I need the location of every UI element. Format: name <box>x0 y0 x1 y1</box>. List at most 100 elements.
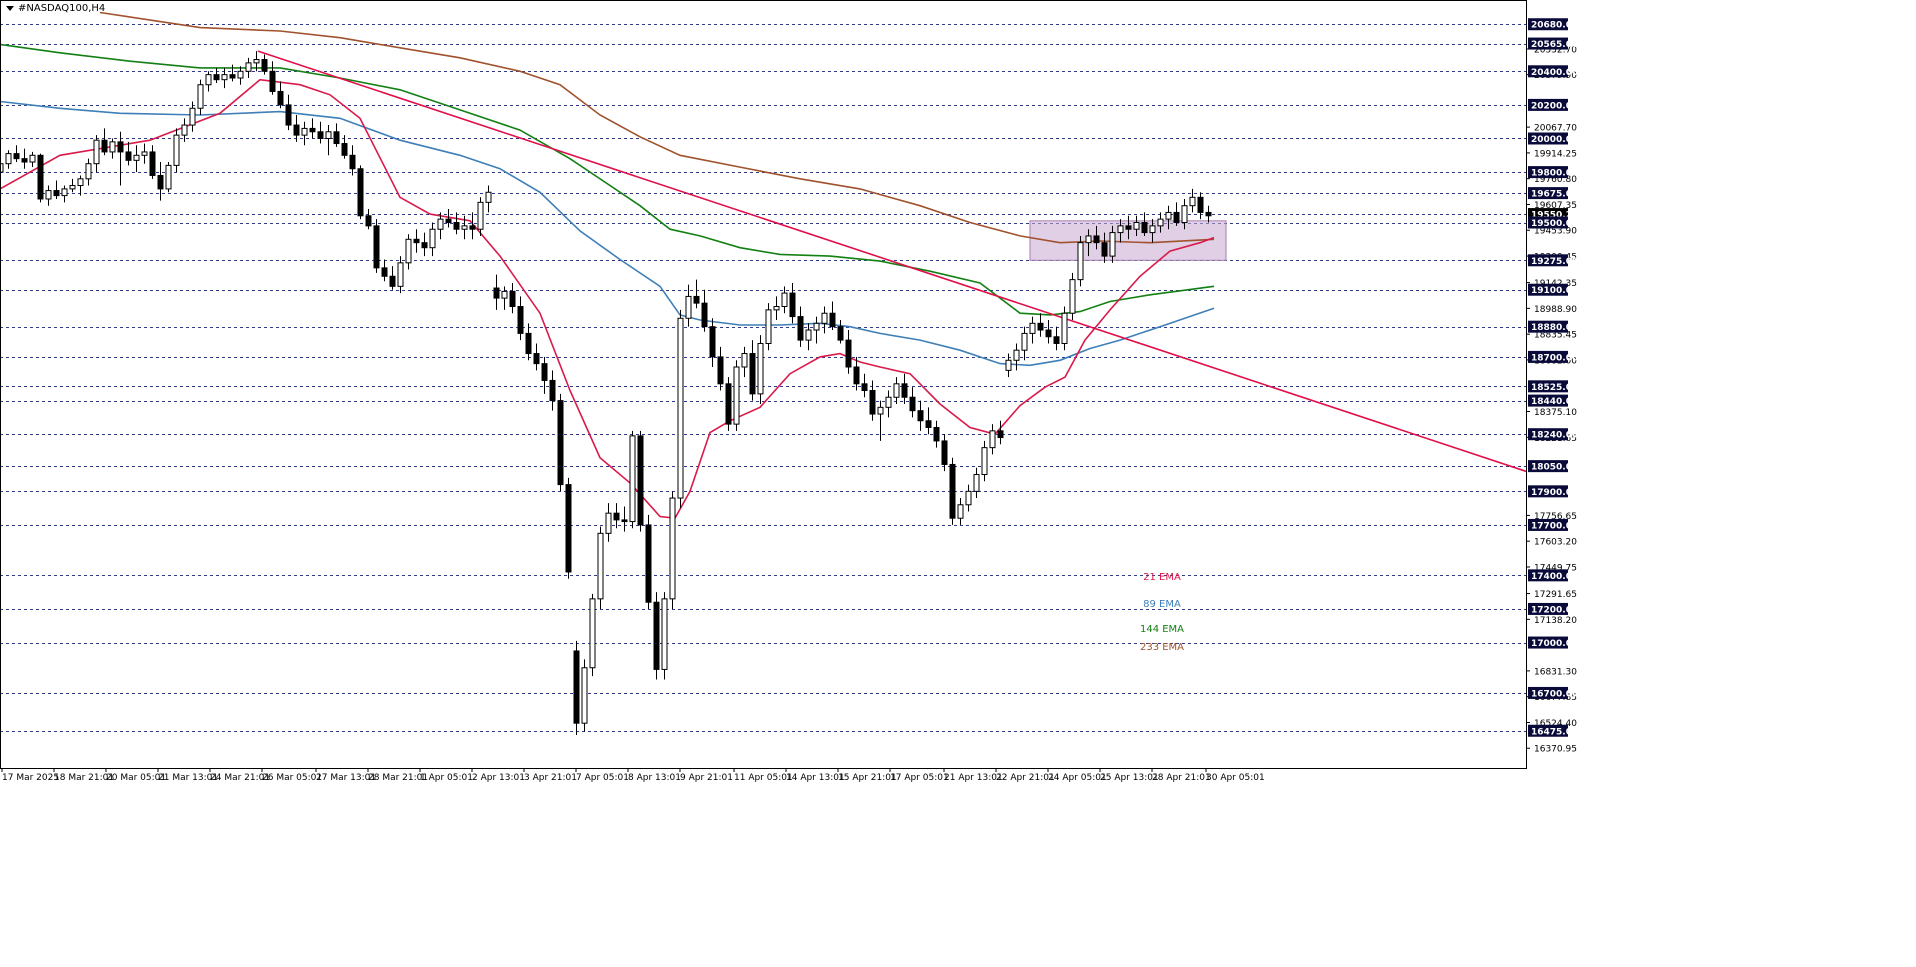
candle <box>413 229 420 253</box>
candle-body-up <box>1021 332 1028 351</box>
price-tick-label: 19914.25 <box>1534 149 1577 159</box>
symbol-title[interactable]: #NASDAQ100,H4 <box>6 3 105 14</box>
candle <box>77 175 84 196</box>
candle-body-up <box>237 70 244 79</box>
candle <box>21 148 28 169</box>
candle <box>397 256 404 294</box>
candle <box>829 301 836 331</box>
level-label-bg <box>1528 428 1568 441</box>
candle <box>1189 188 1196 213</box>
candle-body-down <box>853 366 860 385</box>
level-label-bg <box>1528 602 1568 615</box>
candle-body-down <box>1093 235 1100 244</box>
candle-body-down <box>517 306 524 334</box>
time-tick-label: 18 Mar 21:01 <box>54 773 114 783</box>
candle <box>405 234 412 270</box>
candle-body-down <box>645 524 652 603</box>
time-tick-label: 24 Apr 05:01 <box>1048 773 1107 783</box>
level-label-bg <box>1528 394 1568 407</box>
candle <box>365 209 372 230</box>
candle <box>1101 232 1108 263</box>
candle-body-up <box>765 309 772 344</box>
candle-body-up <box>1077 242 1084 281</box>
candle-body-down <box>101 139 108 153</box>
candle-body-down <box>317 131 324 139</box>
candle-body-up <box>1005 359 1012 371</box>
candle <box>685 284 692 327</box>
candle-body-down <box>949 463 956 519</box>
ema-legend-144-ema: 144 EMA <box>1140 624 1184 635</box>
candle-body-down <box>53 190 60 197</box>
candle <box>669 491 676 609</box>
candle-body-up <box>205 74 212 86</box>
symbol-title-text: #NASDAQ100,H4 <box>18 3 106 14</box>
candle-body-up <box>325 131 332 139</box>
candle <box>1173 202 1180 226</box>
level-label-text: 18240.00 <box>1531 431 1578 441</box>
candle <box>933 420 940 448</box>
price-tick-label: 16524.40 <box>1534 719 1577 729</box>
level-label-text: 18050.00 <box>1531 463 1578 473</box>
price-tick-label: 19453.90 <box>1534 227 1577 237</box>
candle <box>117 131 124 186</box>
price-tick-label: 17291.65 <box>1534 590 1577 600</box>
level-label-bg <box>1528 686 1568 699</box>
level-label: 18050.00 <box>1528 460 1578 473</box>
time-tick-label: 28 Mar 21:01 <box>368 773 428 783</box>
candle <box>5 150 12 169</box>
ema89-line <box>0 100 1215 367</box>
candle <box>1205 205 1212 223</box>
candle <box>1013 343 1020 371</box>
level-label-bg <box>1528 166 1568 179</box>
candle-body-up <box>877 406 884 415</box>
candle-body-up <box>821 312 828 324</box>
candle <box>877 400 884 441</box>
candle-body-down <box>749 353 756 395</box>
candle-body-down <box>149 151 156 176</box>
candle-body-up <box>1061 312 1068 344</box>
candle <box>949 457 956 525</box>
candle <box>661 592 668 680</box>
level-label-bg <box>1528 132 1568 145</box>
level-label-bg <box>1528 37 1568 50</box>
candle-body-down <box>269 70 276 92</box>
level-label: 20000.00 <box>1528 132 1578 145</box>
candle-body-up <box>61 188 68 197</box>
level-label-text: 20400.00 <box>1531 68 1578 78</box>
price-tick-label: 17138.20 <box>1534 616 1577 626</box>
time-tick-label: 2 Apr 13:01 <box>472 773 525 783</box>
candle-body-down <box>509 290 516 308</box>
candle <box>941 434 948 472</box>
candle <box>13 145 20 163</box>
candle-body-up <box>189 107 196 126</box>
candle-body-down <box>621 519 628 523</box>
candle <box>1037 313 1044 337</box>
candle <box>581 659 588 732</box>
level-label-text: 20680.00 <box>1531 21 1578 31</box>
candle <box>1165 205 1172 230</box>
candle-body-up <box>45 190 52 200</box>
dropdown-triangle-icon[interactable] <box>6 6 14 11</box>
candle-body-up <box>965 490 972 506</box>
candle <box>557 393 564 492</box>
candle <box>453 212 460 235</box>
candle <box>421 232 428 257</box>
level-label: 18880.00 <box>1528 320 1578 333</box>
candle <box>1021 326 1028 361</box>
candle <box>205 71 212 92</box>
time-tick-label: 26 Mar 05:01 <box>262 773 322 783</box>
candle-body-up <box>733 366 740 425</box>
candle-body-down <box>869 390 876 415</box>
candle-body-up <box>1013 349 1020 361</box>
candle-body-up <box>1181 205 1188 224</box>
candle <box>861 373 868 398</box>
candle <box>245 57 252 79</box>
candle <box>317 121 324 144</box>
candle-body-up <box>477 201 484 230</box>
level-label-bg <box>1528 518 1568 531</box>
candle-body-up <box>1109 232 1116 257</box>
candle-body-down <box>309 127 316 133</box>
price-tick-label: 19607.35 <box>1534 201 1577 211</box>
ema144-line <box>0 43 1215 316</box>
